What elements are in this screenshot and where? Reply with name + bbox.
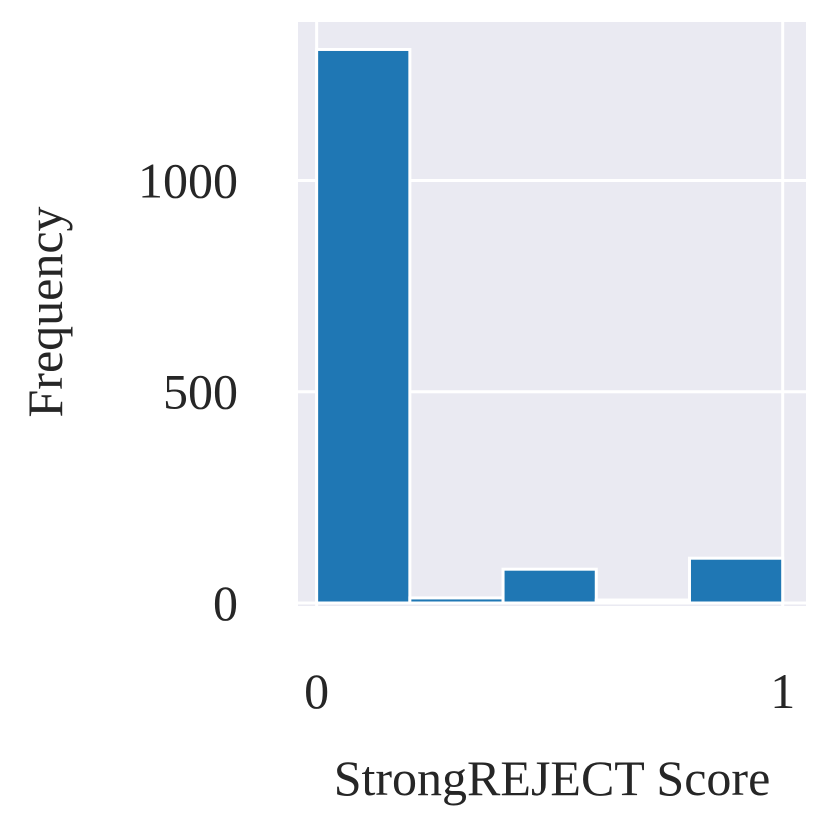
bar bbox=[501, 567, 598, 605]
y-axis-label: Frequency bbox=[17, 206, 73, 417]
bar bbox=[408, 596, 505, 605]
bar bbox=[315, 47, 412, 605]
x-axis-label: StrongREJECT Score bbox=[334, 750, 771, 806]
bar bbox=[594, 598, 691, 605]
x-tick-label: 1 bbox=[770, 663, 795, 719]
bar bbox=[687, 556, 785, 605]
y-tick-label: 1000 bbox=[138, 152, 238, 208]
y-tick-label: 500 bbox=[163, 364, 238, 420]
x-tick-label: 0 bbox=[304, 663, 329, 719]
y-tick-label: 0 bbox=[213, 575, 238, 631]
